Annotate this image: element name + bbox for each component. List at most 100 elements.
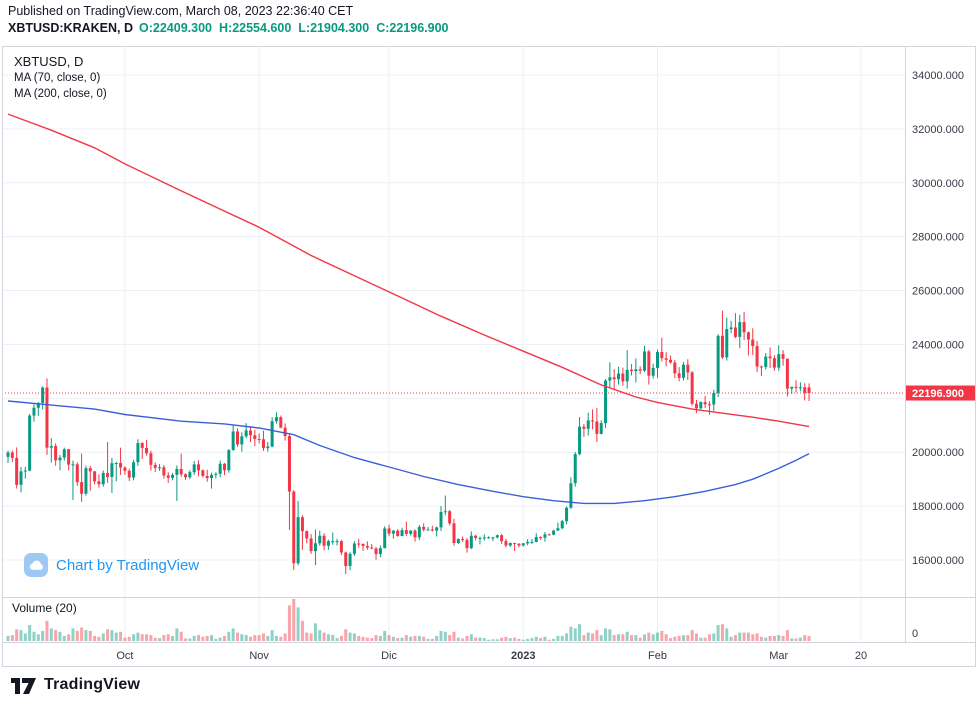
volume-bar — [777, 635, 781, 641]
candle — [326, 541, 330, 546]
candle — [192, 464, 196, 473]
candle — [647, 351, 651, 376]
candle — [361, 543, 365, 546]
volume-bar — [270, 630, 274, 641]
volume-bar — [422, 636, 426, 641]
candle — [733, 327, 737, 337]
candle — [335, 541, 339, 543]
symbol-title: XBTUSD:KRAKEN, D — [8, 21, 133, 35]
candle — [790, 386, 794, 389]
grid-lines — [2, 46, 905, 642]
candle — [261, 439, 265, 449]
candle — [759, 366, 763, 368]
volume-bar — [733, 635, 737, 641]
volume-bar — [651, 634, 655, 641]
volume-bar — [526, 638, 530, 641]
candle — [145, 447, 149, 454]
volume-bar — [681, 635, 685, 641]
candle — [300, 517, 304, 532]
candle — [365, 545, 369, 548]
volume-bar — [508, 638, 512, 641]
candle — [19, 471, 23, 485]
volume-bar — [703, 637, 707, 641]
tradingview-cloud-icon — [24, 553, 48, 577]
candle — [370, 547, 374, 549]
volume-bar — [253, 635, 257, 641]
volume-bar — [569, 626, 573, 641]
candle — [534, 537, 538, 542]
volume-bar — [287, 605, 291, 641]
volume-bar — [660, 630, 664, 641]
volume-zero-label: 0 — [912, 628, 918, 640]
candle — [430, 529, 434, 531]
candle — [110, 463, 114, 478]
candle — [23, 470, 27, 472]
candle — [569, 483, 573, 508]
candle — [699, 402, 703, 409]
price-axis: 34000.000 32000.000 30000.000 28000.000 2600… — [912, 70, 964, 640]
volume-bar — [374, 635, 378, 641]
volume-bar — [41, 630, 45, 641]
candle — [686, 364, 690, 373]
candle — [746, 332, 750, 340]
candle — [75, 464, 79, 483]
candle — [677, 373, 681, 378]
volume-bar — [491, 639, 495, 641]
volume-bar — [487, 639, 491, 641]
volume-bar — [378, 635, 382, 641]
candle — [595, 421, 599, 434]
candle — [443, 511, 447, 513]
volume-bar — [110, 630, 114, 641]
candle — [543, 534, 547, 538]
candle — [149, 453, 153, 465]
volume-bar — [586, 632, 590, 641]
candle — [560, 521, 564, 529]
volume-bar — [357, 635, 361, 641]
volume-bar — [716, 625, 720, 641]
candle — [755, 346, 759, 367]
volume-bar — [759, 636, 763, 641]
volume-bar — [192, 635, 196, 641]
volume-bar — [231, 628, 235, 641]
volume-bar — [560, 635, 564, 641]
volume-bar — [612, 635, 616, 641]
candle — [500, 535, 504, 542]
volume-bar — [430, 638, 434, 641]
candle — [556, 528, 560, 531]
tradingview-footer-logo[interactable]: TradingView — [10, 674, 140, 696]
volume-bar — [591, 633, 595, 641]
candle — [45, 387, 49, 448]
candle — [413, 530, 417, 538]
tradingview-watermark[interactable]: Chart by TradingView — [24, 553, 199, 577]
candle — [396, 530, 400, 537]
volume-bar — [205, 635, 209, 641]
ma70-line — [7, 400, 810, 505]
candle — [404, 530, 408, 534]
volume-bar — [62, 635, 66, 641]
candle — [279, 417, 283, 428]
volume-bar — [452, 631, 456, 641]
candle — [751, 339, 755, 347]
volume-bar — [573, 628, 577, 641]
volume-bar — [755, 633, 759, 641]
time-tick-label: Nov — [249, 650, 269, 662]
candle — [391, 530, 395, 534]
volume-bar — [608, 629, 612, 641]
volume-bar — [742, 632, 746, 641]
candle — [270, 421, 274, 447]
candle — [292, 491, 296, 564]
candle — [153, 464, 157, 468]
volume-bar — [279, 636, 283, 641]
candle — [132, 462, 136, 478]
volume-bar — [634, 635, 638, 641]
volume-bar — [119, 631, 123, 641]
volume-indicator-label: Volume (20) — [12, 601, 77, 615]
chart-border — [2, 46, 976, 667]
candle — [725, 329, 729, 358]
price-tick-label: 26000.000 — [912, 286, 964, 298]
candle — [348, 553, 352, 566]
candle — [339, 541, 343, 553]
volume-bar — [84, 630, 88, 641]
chart-legend: XBTUSD, D MA (70, close, 0) MA (200, clo… — [14, 54, 107, 102]
